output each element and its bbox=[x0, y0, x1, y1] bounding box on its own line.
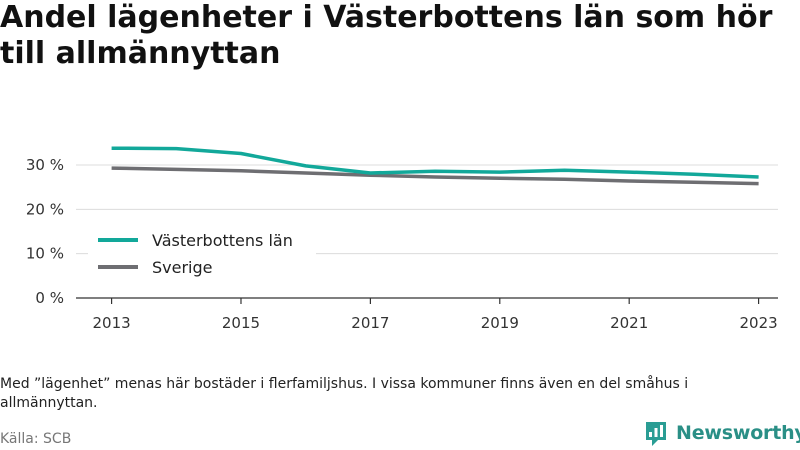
chart-note: Med ”lägenhet” menas här bostäder i fler… bbox=[0, 376, 689, 411]
series-line-sverige bbox=[111, 166, 759, 186]
series-lines bbox=[111, 146, 759, 186]
legend: Västerbottens län Sverige bbox=[88, 226, 316, 282]
x-tick-label: 2023 bbox=[739, 314, 777, 332]
series-line-västerbottens-län bbox=[111, 146, 759, 179]
newsworthy-logo-text: Newsworthy bbox=[676, 422, 800, 444]
line-chart: 0 %10 %20 %30 %2013 2015 2017 2019 2021 2023 … bbox=[26, 146, 778, 332]
y-tick-label: 0 % bbox=[35, 289, 64, 307]
y-tick-label: 10 % bbox=[26, 245, 64, 263]
x-tick-label: 2015 bbox=[222, 314, 260, 332]
newsworthy-logo[interactable]: Newsworthy bbox=[644, 419, 800, 447]
newsworthy-logo-icon bbox=[646, 422, 666, 446]
chart-title: Andel lägenheter i Västerbottens län som… bbox=[0, 0, 773, 71]
y-tick-label: 30 % bbox=[26, 156, 64, 174]
legend-label: Västerbottens län bbox=[152, 231, 293, 250]
y-tick-label: 20 % bbox=[26, 200, 64, 218]
legend-label: Sverige bbox=[152, 258, 213, 277]
legend-background bbox=[88, 226, 316, 282]
x-tick-label: 2013 bbox=[92, 314, 130, 332]
source-label: Källa: SCB bbox=[0, 431, 72, 447]
x-tick-label: 2017 bbox=[351, 314, 389, 332]
axes: 0 % 10 % 20 % 30 % 2013 2015 2017 2019 2021 2023 bbox=[26, 156, 778, 332]
x-tick-label: 2019 bbox=[481, 314, 519, 332]
x-tick-label: 2021 bbox=[610, 314, 648, 332]
